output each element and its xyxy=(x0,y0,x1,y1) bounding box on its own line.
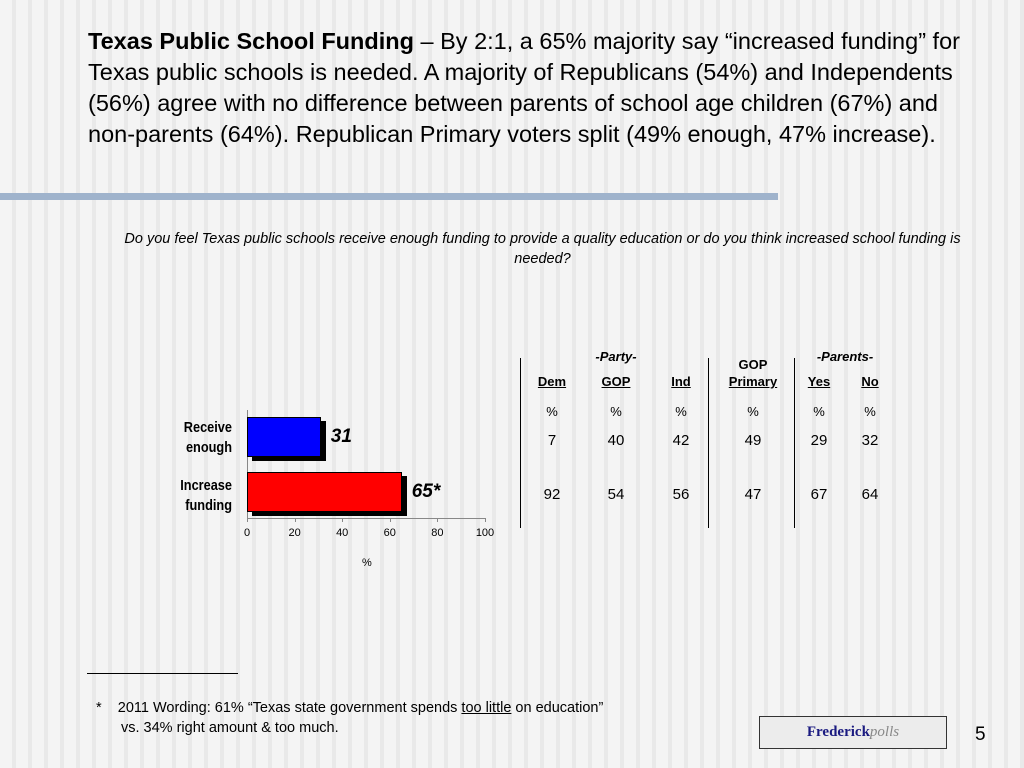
group-header-parents: -Parents- xyxy=(816,349,874,364)
x-tick-label: 0 xyxy=(243,527,251,539)
header-line: Primary xyxy=(728,374,778,389)
data-label: 31 xyxy=(330,426,352,447)
x-tick-mark xyxy=(342,518,344,522)
title-bold: Texas Public School Funding xyxy=(88,28,414,54)
title-text: – By 2:1, a 65% majority say “increased … xyxy=(88,28,960,147)
table-cell: 7 xyxy=(547,432,557,449)
logo-suffix: polls xyxy=(869,724,900,740)
table-cell: 54 xyxy=(607,486,625,503)
footnote-line2: vs. 34% right amount & too much. xyxy=(121,720,339,736)
table-cell: 42 xyxy=(672,432,690,449)
unit-label: % xyxy=(747,404,759,419)
x-axis-label: % xyxy=(362,557,372,569)
table-cell: 47 xyxy=(744,486,762,503)
footnote-text-end: on education” xyxy=(511,700,604,716)
x-axis xyxy=(247,518,485,519)
footnote: * 2011 Wording: 61% “Texas state governm… xyxy=(96,698,603,738)
frederick-polls-logo: Frederickpolls xyxy=(759,716,947,749)
logo-brand: Frederick xyxy=(806,724,870,740)
header-line: GOP xyxy=(738,357,768,372)
slide-title: Texas Public School Funding – By 2:1, a … xyxy=(88,26,988,150)
column-divider xyxy=(708,358,709,528)
column-header: No xyxy=(861,374,879,389)
table-cell: 56 xyxy=(672,486,690,503)
table-cell: 29 xyxy=(810,432,828,449)
table-cell: 40 xyxy=(607,432,625,449)
x-tick-mark xyxy=(294,518,296,522)
footnote-rule xyxy=(87,673,238,674)
table-cell: 32 xyxy=(861,432,879,449)
x-tick-label: 20 xyxy=(288,527,301,539)
x-tick-mark xyxy=(485,518,486,522)
category-label: Receive enough xyxy=(183,419,232,456)
table-cell: 67 xyxy=(810,486,828,503)
footnote-text: 2011 Wording: 61% “Texas state governmen… xyxy=(117,700,462,716)
bar-1 xyxy=(247,472,402,512)
x-tick-mark xyxy=(247,518,248,522)
table-cell: 64 xyxy=(861,486,879,503)
y-axis xyxy=(247,410,248,518)
column-header: Ind xyxy=(671,374,691,389)
x-tick-label: 100 xyxy=(475,527,495,539)
unit-label: % xyxy=(813,404,825,419)
unit-label: % xyxy=(610,404,622,419)
category-label: Increase funding xyxy=(180,477,232,514)
unit-label: % xyxy=(546,404,558,419)
table-cell: 49 xyxy=(744,432,762,449)
footnote-marker: * xyxy=(96,700,102,716)
column-header: Yes xyxy=(807,374,831,389)
x-tick-mark xyxy=(389,518,391,522)
column-divider xyxy=(520,358,521,528)
survey-question: Do you feel Texas public schools receive… xyxy=(124,231,961,267)
data-label: 65* xyxy=(411,481,441,502)
page-number: 5 xyxy=(975,724,986,745)
unit-label: % xyxy=(675,404,687,419)
table-cell: 92 xyxy=(543,486,561,503)
bar-0 xyxy=(247,417,321,457)
column-divider xyxy=(794,358,795,528)
x-tick-label: 40 xyxy=(336,527,349,539)
x-tick-label: 60 xyxy=(383,527,396,539)
x-tick-label: 80 xyxy=(431,527,444,539)
divider-bar xyxy=(0,193,778,200)
footnote-underlined: too little xyxy=(461,700,512,716)
x-tick-mark xyxy=(437,518,439,522)
column-header: GOP Primary xyxy=(713,356,793,390)
unit-label: % xyxy=(864,404,876,419)
group-header-party: -Party- xyxy=(595,349,637,364)
column-header: Dem xyxy=(537,374,567,389)
column-header: GOP xyxy=(601,374,631,389)
